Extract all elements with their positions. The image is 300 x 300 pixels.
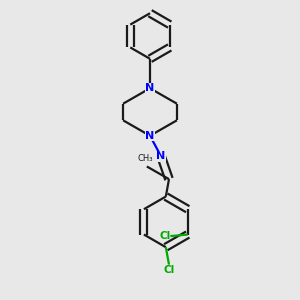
Text: N: N (157, 151, 166, 161)
Text: N: N (146, 83, 154, 93)
Text: Cl: Cl (164, 265, 175, 275)
Text: Cl: Cl (160, 231, 171, 241)
Text: N: N (146, 131, 154, 141)
Text: CH₃: CH₃ (137, 154, 153, 163)
